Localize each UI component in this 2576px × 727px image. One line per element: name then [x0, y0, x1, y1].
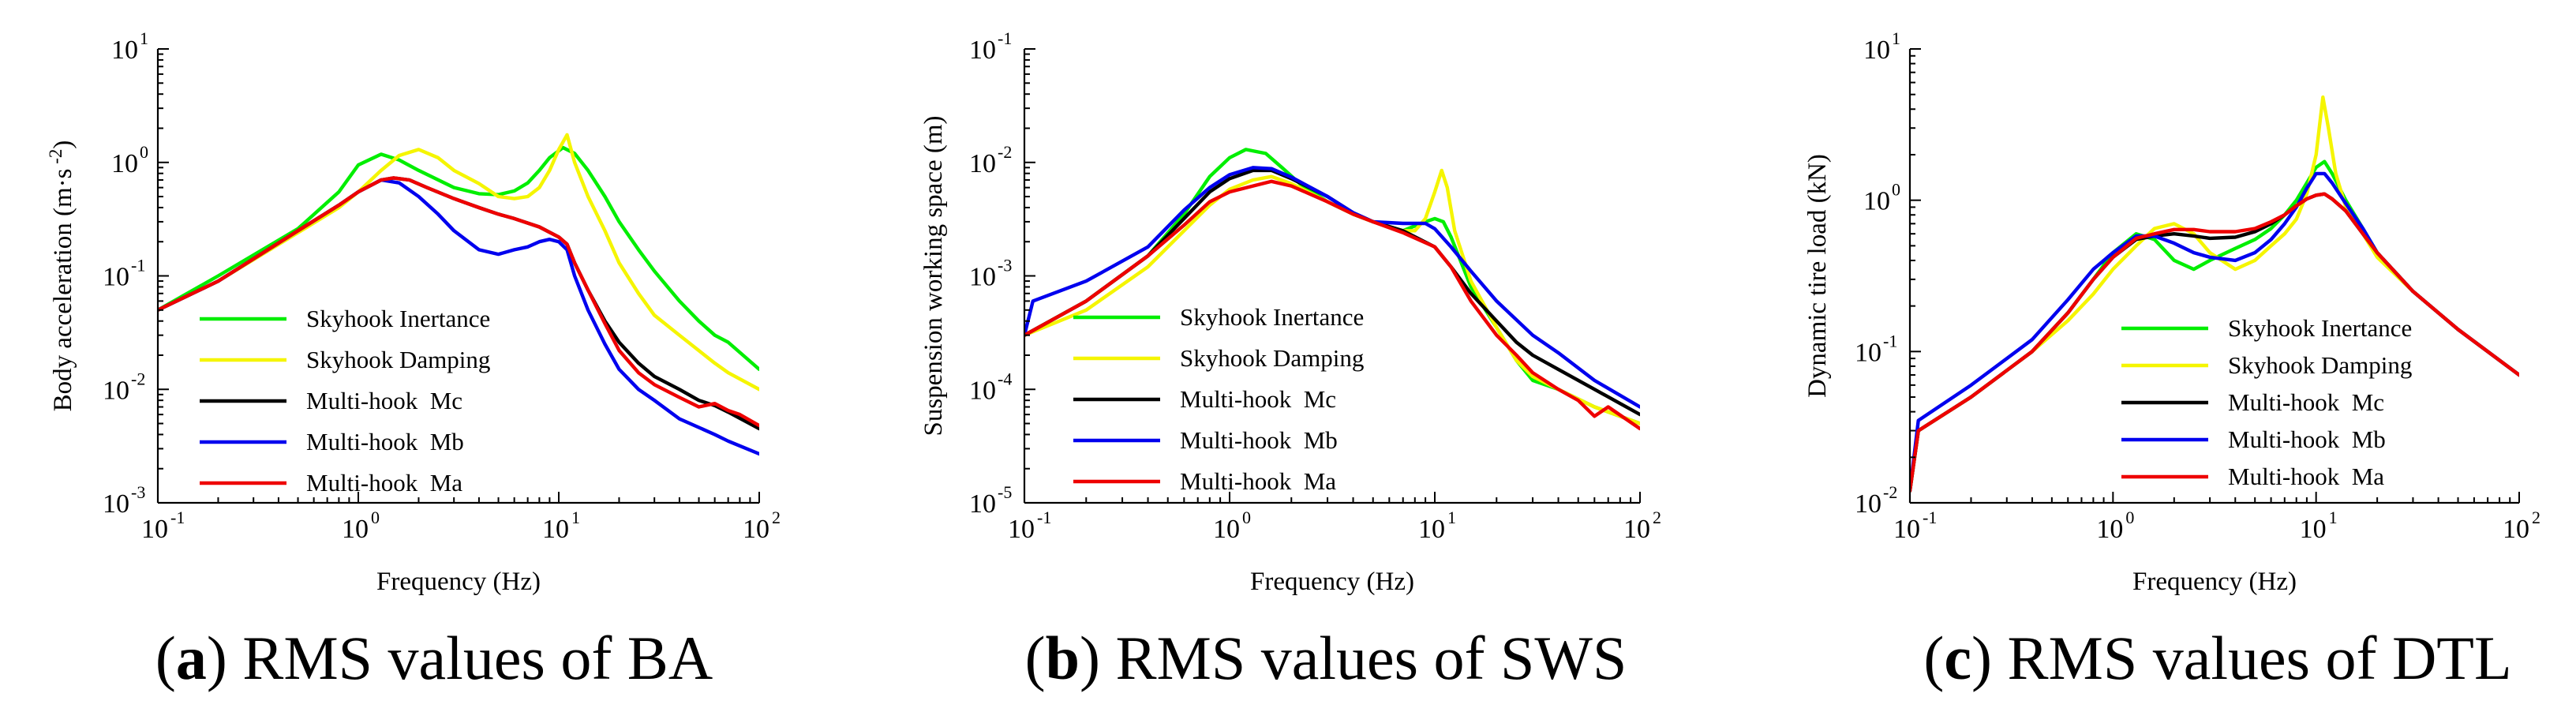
- y-tick-label: 10: [111, 149, 138, 178]
- y-tick-label: 10: [1863, 187, 1890, 216]
- x-tick-label: 10: [1623, 515, 1650, 544]
- y-axis-label: Dynamic tire load (kN): [1803, 154, 1832, 398]
- x-tick-label: 10: [342, 515, 369, 544]
- panel-caption: (a) RMS values of BA: [155, 624, 713, 692]
- legend-label: Skyhook Damping: [1180, 344, 1364, 372]
- legend-label: Skyhook Inertance: [1180, 303, 1364, 331]
- y-tick-label: 10: [1855, 489, 1881, 519]
- series-line-multi-hook-mb: [1910, 171, 2519, 493]
- y-tick-label: 10: [1855, 338, 1881, 367]
- y-tick-label: 10: [969, 149, 996, 178]
- x-tick-label: 10: [2503, 515, 2529, 544]
- x-tick-label: 10: [743, 515, 769, 544]
- legend-label: Multi-hook Mc: [1180, 385, 1336, 413]
- x-axis-label: Frequency (Hz): [376, 568, 541, 596]
- x-tick-exponent: -1: [1037, 508, 1051, 527]
- x-tick-label: 10: [542, 515, 569, 544]
- y-tick-exponent: -1: [131, 256, 145, 275]
- legend-label: Multi-hook Mb: [2228, 425, 2386, 453]
- x-tick-exponent: -1: [1923, 508, 1937, 527]
- y-tick-label: 10: [103, 489, 129, 519]
- legend-label: Skyhook Damping: [2228, 351, 2412, 379]
- series-line-multi-hook-ma: [158, 176, 759, 428]
- legend-label: Multi-hook Mc: [2228, 388, 2384, 416]
- panel-caption: (b) RMS values of SWS: [1025, 624, 1627, 692]
- y-tick-label: 10: [969, 263, 996, 292]
- x-tick-label: 10: [1008, 515, 1035, 544]
- x-tick-exponent: 2: [2532, 508, 2540, 527]
- x-tick-label: 10: [1893, 515, 1920, 544]
- y-tick-exponent: -2: [998, 142, 1012, 162]
- x-tick-exponent: 1: [1447, 508, 1456, 527]
- y-tick-label: 10: [969, 376, 996, 405]
- x-tick-label: 10: [2300, 515, 2327, 544]
- y-tick-label: 10: [111, 36, 138, 65]
- legend-label: Multi-hook Ma: [1180, 467, 1336, 495]
- x-tick-label: 10: [2096, 515, 2123, 544]
- legend-label: Multi-hook Ma: [2228, 463, 2384, 490]
- panel-caption: (c) RMS values of DTL: [1923, 624, 2511, 692]
- legend-label: Multi-hook Mc: [306, 387, 462, 414]
- series-line-skyhook-damping: [158, 133, 759, 392]
- y-tick-exponent: -2: [131, 369, 145, 388]
- y-tick-exponent: -1: [998, 28, 1012, 48]
- y-axis-label: Suspension working space (m): [919, 115, 948, 436]
- legend-label: Multi-hook Mb: [306, 428, 464, 455]
- legend: Skyhook Inertance Skyhook Damping Multi-ho…: [200, 305, 490, 497]
- x-axis-label: Frequency (Hz): [2132, 568, 2297, 596]
- series-line-skyhook-inertance: [1910, 159, 2519, 493]
- y-tick-exponent: -1: [1883, 331, 1897, 350]
- y-tick-label: 10: [103, 376, 129, 405]
- legend: Skyhook Inertance Skyhook Damping Multi-ho…: [2121, 314, 2412, 490]
- y-tick-exponent: 1: [1892, 28, 1900, 48]
- y-tick-exponent: -3: [998, 256, 1012, 275]
- series-line-skyhook-inertance: [158, 145, 759, 372]
- x-tick-exponent: 0: [371, 508, 380, 527]
- legend-label: Multi-hook Ma: [306, 469, 462, 497]
- x-axis-label: Frequency (Hz): [1250, 568, 1414, 596]
- legend-label: Skyhook Inertance: [2228, 314, 2412, 342]
- y-tick-exponent: -5: [998, 482, 1012, 502]
- series-line-multi-hook-mc: [1024, 168, 1640, 417]
- y-axis-label: Body acceleration (m·s -2): [46, 141, 77, 412]
- legend-label: Multi-hook Mb: [1180, 426, 1338, 454]
- x-tick-label: 10: [1418, 515, 1445, 544]
- y-tick-exponent: -3: [131, 482, 145, 502]
- x-tick-exponent: -1: [170, 508, 185, 527]
- series-line-skyhook-damping: [1910, 95, 2519, 493]
- y-tick-exponent: -2: [1883, 482, 1897, 502]
- series-line-multi-hook-ma: [1024, 179, 1640, 431]
- series-line-multi-hook-ma: [1910, 192, 2519, 493]
- panel-b: 10 -1 10 0 10 1 10 210 -510 -410 -310 -210 -1Frequen…: [919, 28, 1661, 692]
- y-tick-label: 10: [969, 489, 996, 519]
- y-tick-label: 10: [103, 263, 129, 292]
- x-tick-exponent: 2: [772, 508, 781, 527]
- y-tick-exponent: 0: [1892, 180, 1900, 200]
- legend-label: Skyhook Damping: [306, 346, 490, 373]
- legend: Skyhook Inertance Skyhook Damping Multi-ho…: [1073, 303, 1364, 495]
- x-tick-exponent: 1: [2329, 508, 2338, 527]
- panel-a: 10 -1 10 0 10 1 10 210 -310 -210 -110 010 1Frequency…: [46, 28, 781, 692]
- y-tick-exponent: -4: [998, 369, 1012, 388]
- y-tick-label: 10: [969, 36, 996, 65]
- legend-label: Skyhook Inertance: [306, 305, 490, 332]
- y-tick-exponent: 1: [140, 28, 148, 48]
- y-tick-exponent: 0: [140, 142, 148, 162]
- x-tick-exponent: 1: [571, 508, 580, 527]
- y-tick-label: 10: [1863, 36, 1890, 65]
- series-line-skyhook-damping: [1024, 168, 1640, 425]
- x-tick-label: 10: [1213, 515, 1240, 544]
- x-tick-exponent: 0: [1242, 508, 1251, 527]
- x-tick-exponent: 2: [1653, 508, 1661, 527]
- x-tick-exponent: 0: [2125, 508, 2134, 527]
- x-tick-label: 10: [141, 515, 168, 544]
- series-line-multi-hook-mc: [1910, 192, 2519, 493]
